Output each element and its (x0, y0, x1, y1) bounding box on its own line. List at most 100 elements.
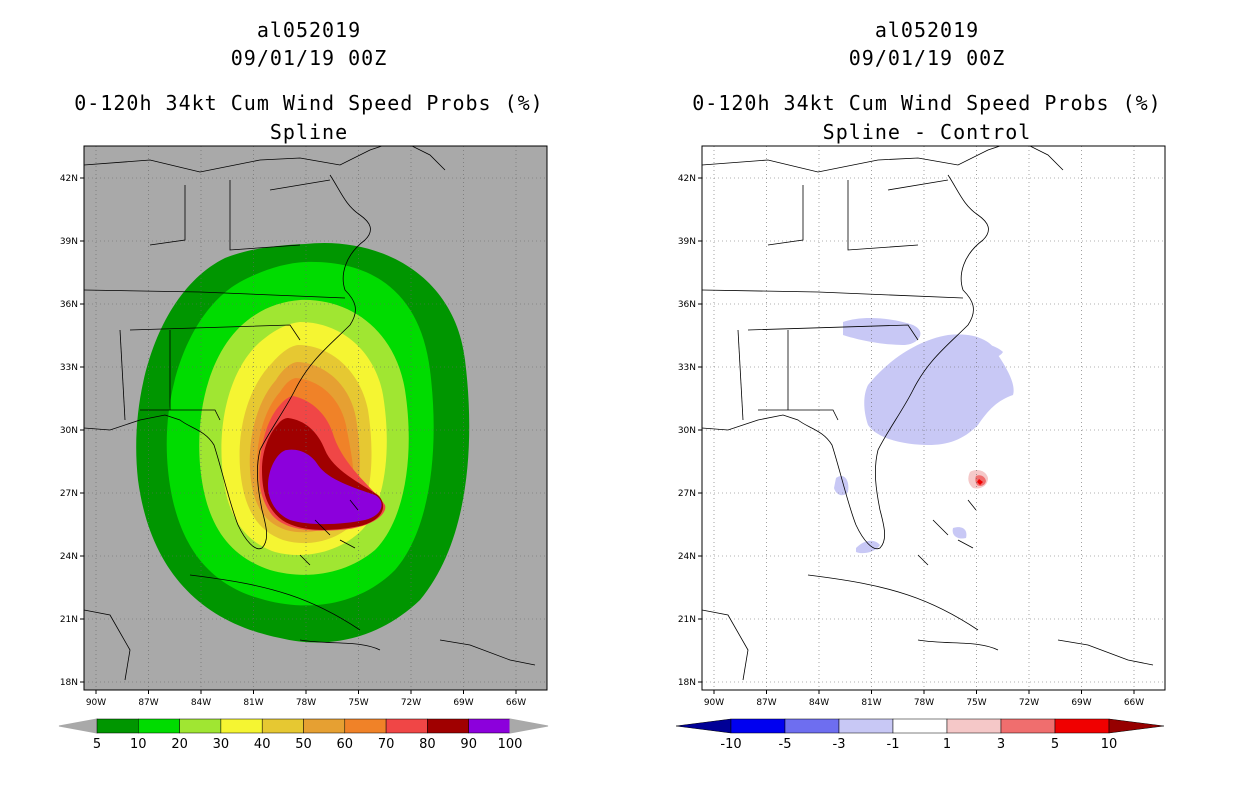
diff-blob-south (856, 540, 880, 554)
lon-label: 78W (296, 698, 316, 708)
colorbar: 5 10 20 30 40 50 60 70 80 90 100 (58, 718, 549, 752)
probability-contours (136, 242, 470, 643)
colorbar-box (96, 718, 139, 734)
colorbar-label: 60 (337, 737, 354, 752)
lon-label: 75W (966, 698, 986, 708)
lat-label: 36N (678, 300, 696, 310)
map-frame (701, 145, 1166, 691)
subtitle: Spline - Control (822, 120, 1032, 144)
lon-label: 72W (401, 698, 421, 708)
colorbar-label: -5 (779, 737, 792, 752)
colorbar-box (838, 718, 894, 734)
diff-blob-north (843, 318, 921, 345)
lat-label: 36N (60, 300, 78, 310)
colorbar-box (344, 718, 387, 734)
lat-label: 21N (60, 615, 78, 625)
colorbar-box (303, 718, 346, 734)
lat-label: 42N (60, 174, 78, 184)
lat-label: 39N (60, 237, 78, 247)
colorbar-box (220, 718, 263, 734)
lon-label: 66W (506, 698, 526, 708)
lat-label: 39N (678, 237, 696, 247)
difference-map: 42N 39N 36N 33N 30N 27N 24N 21N 18N 90W 87W 84W 81W… (675, 145, 1166, 752)
lat-label: 33N (60, 363, 78, 373)
lat-label: 18N (678, 678, 696, 688)
colorbar-label: 10 (1101, 737, 1118, 752)
lat-label: 30N (60, 426, 78, 436)
colorbar-box (946, 718, 1002, 734)
left-panel: al052019 09/01/19 00Z 0-120h 34kt Cum Wi… (58, 18, 549, 752)
coastlines (84, 146, 536, 681)
lat-labels: 42N 39N 36N 33N 30N 27N 24N 21N 18N (60, 174, 84, 688)
colorbar-label: -3 (833, 737, 846, 752)
lon-label: 78W (914, 698, 934, 708)
colorbar-box (1000, 718, 1056, 734)
lon-labels: 90W 87W 84W 81W 78W 75W 72W 69W 66W (704, 690, 1144, 708)
product-title: 0-120h 34kt Cum Wind Speed Probs (%) (692, 91, 1162, 115)
lon-label: 90W (704, 698, 724, 708)
colorbar-label: 30 (213, 737, 230, 752)
lat-label: 30N (678, 426, 696, 436)
coastlines (702, 146, 1154, 681)
diff-blob-bahamas (952, 527, 967, 539)
lat-label: 42N (678, 174, 696, 184)
colorbar-box (385, 718, 428, 734)
lon-label: 84W (191, 698, 211, 708)
lon-label: 84W (809, 698, 829, 708)
colorbar-box (179, 718, 222, 734)
colorbar-box (730, 718, 786, 734)
colorbar-label: 80 (419, 737, 436, 752)
lat-label: 33N (678, 363, 696, 373)
colorbar-label: 1 (943, 737, 951, 752)
datetime: 09/01/19 00Z (848, 46, 1006, 70)
lon-label: 81W (861, 698, 881, 708)
colorbar-box (1054, 718, 1110, 734)
lon-label: 66W (1124, 698, 1144, 708)
colorbar-label: -1 (887, 737, 900, 752)
colorbar-box (427, 718, 469, 734)
diff-blob-east (963, 342, 1003, 360)
subtitle: Spline (269, 120, 349, 144)
lon-labels: 90W 87W 84W 81W 78W 75W 72W 69W 66W (86, 690, 526, 708)
lat-labels: 42N 39N 36N 33N 30N 27N 24N 21N 18N (678, 174, 702, 688)
colorbar-box (468, 718, 511, 734)
colorbar-label: 90 (460, 737, 477, 752)
right-panel: al052019 09/01/19 00Z 0-120h 34kt Cum Wi… (618, 0, 1236, 800)
product-title: 0-120h 34kt Cum Wind Speed Probs (%) (74, 91, 544, 115)
lon-label: 69W (1071, 698, 1091, 708)
colorbar-box (892, 718, 948, 734)
colorbar-label: 20 (171, 737, 188, 752)
storm-id: al052019 (874, 18, 980, 42)
colorbar-label: 40 (254, 737, 271, 752)
colorbar-label: 70 (378, 737, 395, 752)
colorbar-under-triangle (675, 718, 732, 734)
lat-label: 18N (60, 678, 78, 688)
colorbar-box (784, 718, 840, 734)
lon-label: 69W (453, 698, 473, 708)
colorbar-label: 5 (1051, 737, 1059, 752)
lat-label: 27N (60, 489, 78, 499)
lon-label: 87W (138, 698, 158, 708)
lat-label: 24N (60, 552, 78, 562)
lat-label: 27N (678, 489, 696, 499)
colorbar-over-triangle (1108, 718, 1165, 734)
storm-id: al052019 (256, 18, 362, 42)
colorbar-under-triangle (58, 718, 98, 734)
lat-label: 24N (678, 552, 696, 562)
colorbar-label: -10 (720, 737, 741, 752)
colorbar-over-triangle (509, 718, 549, 734)
colorbar-label: 3 (997, 737, 1005, 752)
lon-label: 87W (756, 698, 776, 708)
probability-map: 42N 39N 36N 33N 30N 27N 24N 21N 18N 90W 87W 84W 81W… (58, 145, 549, 752)
lon-label: 75W (348, 698, 368, 708)
contour-90 (268, 449, 382, 525)
colorbar-box (261, 718, 304, 734)
lon-label: 81W (243, 698, 263, 708)
map-frame (83, 145, 548, 691)
colorbar-label: 10 (130, 737, 147, 752)
lat-label: 21N (678, 615, 696, 625)
colorbar: -10 -5 -3 -1 1 3 5 10 (675, 718, 1165, 752)
lon-label: 90W (86, 698, 106, 708)
datetime: 09/01/19 00Z (230, 46, 388, 70)
lon-label: 72W (1019, 698, 1039, 708)
